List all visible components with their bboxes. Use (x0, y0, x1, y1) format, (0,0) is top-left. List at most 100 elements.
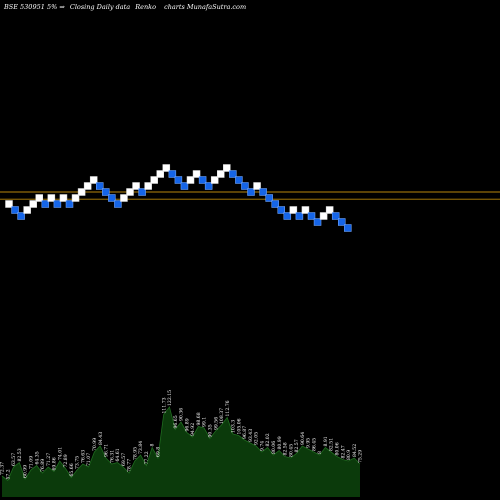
volume-label: 9.95 (306, 438, 312, 448)
renko-brick-up (150, 176, 158, 184)
renko-brick-down (174, 176, 183, 184)
volume-label: 96.65 (173, 415, 179, 428)
site-text: charts MunafaSutra.com (164, 3, 246, 11)
renko-brick-down (344, 224, 352, 232)
volume-label: 84.52 (352, 444, 358, 457)
volume-label: 122.15 (167, 390, 173, 406)
renko-brick-down (65, 200, 74, 208)
renko-brick-down (41, 200, 50, 208)
volume-label: 64.35 (34, 451, 40, 464)
volume-label: 105.06 (236, 418, 242, 434)
volume-label: 90.36 (179, 408, 185, 421)
renko-brick-down (204, 182, 213, 190)
volume-label: 98.68 (196, 412, 202, 425)
renko-brick-up (186, 176, 195, 184)
renko-brick-up (162, 164, 171, 172)
renko-brick-up (217, 170, 225, 178)
renko-brick-up (132, 182, 140, 190)
volume-label: 76.63 (80, 450, 86, 463)
renko-brick-down (138, 188, 146, 196)
volume-label: 63.57 (11, 453, 17, 466)
volume-label: 96.71 (104, 444, 110, 457)
volume-label: 84.43 (98, 432, 104, 445)
renko-brick-down (198, 176, 207, 184)
renko-brick-up (35, 194, 43, 202)
renko-brick-down (17, 212, 25, 220)
volume-label: 57.2 (5, 469, 11, 479)
volume-label: 72.89 (63, 454, 69, 467)
renko-brick-up (156, 170, 164, 178)
renko-brick-down (180, 182, 189, 190)
volume-label: 93.43 (248, 429, 254, 442)
volume-label: 8 (150, 444, 156, 447)
volume-label: 82.58 (283, 442, 289, 455)
volume-label: 80.45 (288, 444, 294, 457)
renko-brick-up (223, 164, 231, 172)
renko-brick-down (114, 200, 122, 208)
renko-brick-up (29, 200, 37, 208)
volume-label: 92.05 (254, 432, 260, 445)
volume-label: 78.95 (132, 447, 138, 460)
volume-label: 82.53 (17, 448, 23, 461)
renko-brick-down (295, 212, 304, 220)
renko-brick-down (168, 170, 177, 178)
renko-brick-up (5, 200, 13, 208)
volume-area-fill (2, 407, 360, 497)
volume-label: 70.99 (92, 438, 98, 451)
volume-label: 72.37 (0, 462, 6, 475)
renko-brick-down (313, 218, 322, 226)
renko-brick-up (301, 206, 310, 214)
volume-label: 108.37 (219, 408, 225, 424)
volume-label: 99.56 (213, 417, 219, 430)
renko-brick-down (102, 188, 110, 196)
renko-brick-up (23, 206, 31, 214)
volume-label: 73.84 (138, 441, 144, 454)
volume-label: 82.51 (329, 438, 335, 451)
volume-label: 74.01 (57, 447, 63, 460)
volume-line (1, 406, 361, 482)
volume-label: 75.29 (358, 450, 364, 463)
volume-label: 8.91 (323, 436, 329, 446)
volume-label: 99.1 (202, 417, 208, 427)
volume-label: 80.06 (271, 441, 277, 454)
renko-brick-down (108, 194, 116, 202)
volume-label: 96.87 (242, 426, 248, 439)
renko-brick-up (192, 170, 201, 178)
renko-brick-down (331, 212, 340, 220)
renko-brick-down (247, 188, 255, 196)
volume-label: 78.77 (127, 459, 133, 472)
description-text: Closing Daily data (70, 3, 130, 11)
volume-label: 69.57 (121, 453, 127, 466)
renko-brick-up (253, 182, 261, 190)
renko-brick-down (53, 200, 62, 208)
renko-brick-up (289, 206, 298, 214)
renko-brick-up (71, 194, 80, 202)
volume-label: 82.57 (294, 439, 300, 452)
volume-label: 76.89 (40, 459, 46, 472)
renko-brick-down (229, 170, 237, 178)
volume-label: 60.99 (23, 465, 29, 478)
change-text: 5% (47, 3, 57, 11)
volume-label: 103.3 (231, 420, 237, 433)
volume-label: 69.8 (156, 447, 162, 457)
renko-brick-up (319, 212, 328, 220)
renko-brick-up (120, 194, 128, 202)
volume-label: 112.76 (225, 400, 231, 416)
renko-brick-down (338, 218, 346, 226)
volume-area (1, 406, 361, 497)
renko-brick-up (325, 206, 334, 214)
renko-brick-down (11, 206, 19, 214)
renko-brick-down (241, 182, 249, 190)
volume-label: 111.73 (161, 397, 167, 413)
renko-brick-down (259, 188, 267, 196)
volume-label: 94.92 (190, 423, 196, 436)
renko-brick-down (277, 206, 285, 214)
volume-label: 96.89 (184, 418, 190, 431)
volume-label: 86.45 (311, 438, 317, 451)
renko-bricks (5, 164, 352, 232)
volume-label: 8 (317, 451, 323, 454)
volume-label: 80.06 (335, 442, 341, 455)
volume-label: 69.86 (52, 457, 58, 470)
